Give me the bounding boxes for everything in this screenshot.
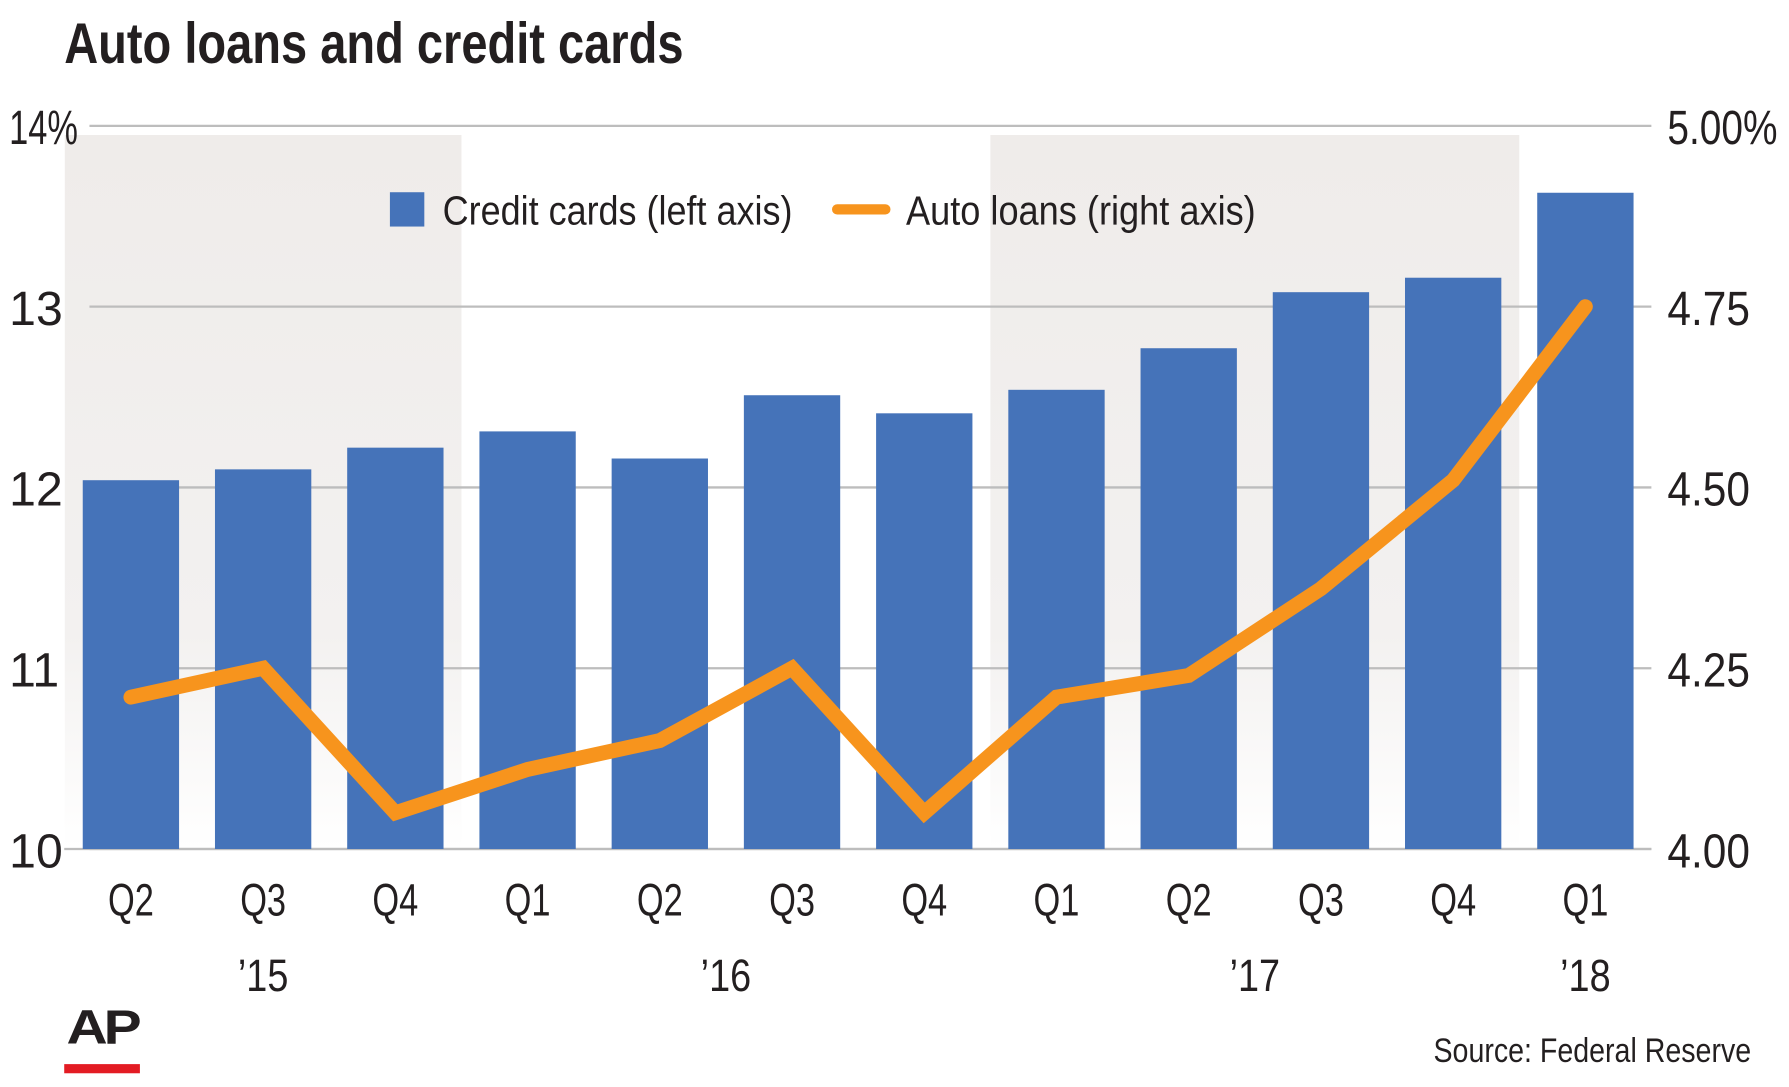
right-tick-label: 4.75 <box>1667 282 1750 336</box>
auto-loans-series <box>123 299 1593 824</box>
category-label: Q2 <box>108 874 154 925</box>
bars <box>82 192 1634 850</box>
year-label: ’17 <box>1230 950 1280 1001</box>
category-label: Q1 <box>1562 874 1608 925</box>
left-tick-label: 14% <box>9 101 78 155</box>
ap-logo-bar <box>64 1064 140 1074</box>
category-label: Q1 <box>1034 874 1080 925</box>
credit-card-bar <box>1140 348 1237 850</box>
left-tick-label: 10 <box>9 824 63 878</box>
credit-card-bar <box>347 447 444 850</box>
year-label: ’18 <box>1560 950 1610 1001</box>
category-label: Q3 <box>1298 874 1344 925</box>
legend: Credit cards (left axis) Auto loans (rig… <box>389 187 1256 233</box>
category-label: Q4 <box>1430 874 1476 925</box>
left-tick-label: 13 <box>9 282 63 336</box>
credit-card-bar <box>1008 389 1105 850</box>
category-label: Q1 <box>505 874 551 925</box>
category-label: Q2 <box>1166 874 1212 925</box>
category-label: Q3 <box>769 874 815 925</box>
category-label: Q4 <box>901 874 947 925</box>
legend-swatch-credit-cards <box>389 192 425 227</box>
right-tick-label: 5.00% <box>1667 101 1777 155</box>
chart-title: Auto loans and credit cards <box>64 12 683 76</box>
right-tick-label: 4.50 <box>1667 463 1750 517</box>
source-note: Source: Federal Reserve <box>1433 1032 1751 1070</box>
year-label: ’15 <box>238 950 288 1001</box>
legend-label-auto-loans: Auto loans (right axis) <box>906 187 1256 233</box>
credit-card-bar <box>214 469 312 850</box>
credit-card-bar <box>82 480 180 850</box>
right-tick-label: 4.25 <box>1667 644 1750 698</box>
year-label: ’16 <box>701 950 751 1001</box>
ap-logo-text: AP <box>67 1001 141 1055</box>
auto-loans-line <box>123 299 1593 824</box>
legend-label-credit-cards: Credit cards (left axis) <box>443 187 793 233</box>
credit-card-bar <box>1404 277 1502 850</box>
credit-card-bar <box>1537 192 1634 850</box>
left-tick-label: 11 <box>9 644 59 698</box>
category-label: Q2 <box>637 874 683 925</box>
right-tick-label: 4.00 <box>1667 824 1750 878</box>
axis-ticks: 10 4.00 11 4.25 12 4.50 13 4.75 14% 5.00% Q2 Q3 Q4 Q1… <box>9 101 1777 1001</box>
category-label: Q3 <box>240 874 286 925</box>
credit-card-bar <box>611 458 708 850</box>
left-tick-label: 12 <box>9 463 63 517</box>
category-label: Q4 <box>372 874 418 925</box>
credit-card-bar <box>743 395 841 850</box>
ap-logo: AP <box>64 1001 144 1074</box>
